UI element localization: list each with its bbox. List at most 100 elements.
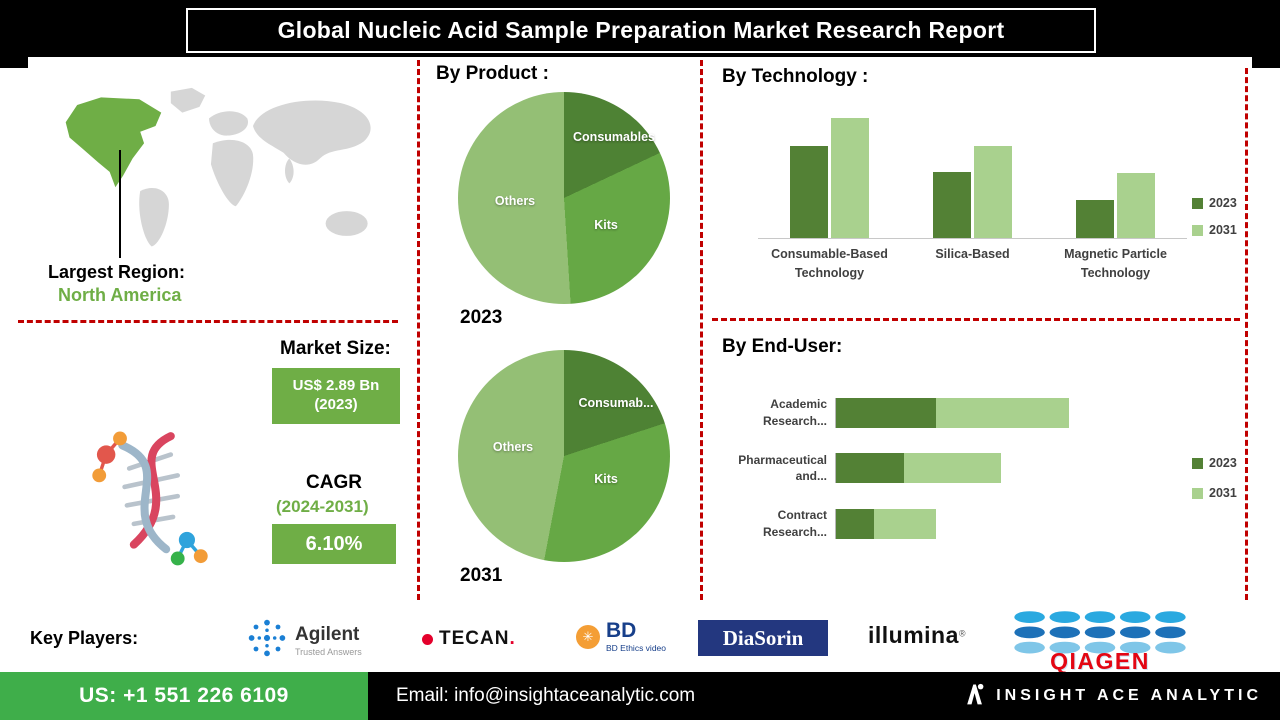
illumina-name: illumina	[868, 622, 959, 648]
hbar-segments	[835, 508, 936, 539]
hbar-2031	[874, 508, 936, 539]
legend-item-2031: 2031	[1192, 223, 1237, 237]
hbar-2031	[936, 397, 1069, 428]
hbar-category-label: Academic Research...	[762, 397, 827, 428]
brand-name: INSIGHT ACE ANALYTIC	[996, 687, 1262, 704]
bar-2023	[790, 146, 828, 238]
by-end-user-heading: By End-User:	[722, 336, 843, 357]
legend-label-2031: 2031	[1209, 486, 1237, 500]
hbar-category-label: Contract Research...	[762, 508, 827, 539]
divider-right-horizontal	[712, 318, 1240, 321]
bar-group: Silica-Based	[901, 118, 1044, 283]
hbar-segments	[835, 453, 1001, 484]
pie-chart-2031: Consumab... Kits Others	[458, 350, 670, 562]
brand-logo-icon	[962, 681, 988, 712]
cagr-label: CAGR	[306, 472, 362, 493]
tecan-name: TECAN	[439, 628, 510, 649]
diasorin-logo: DiaSorin	[698, 620, 828, 656]
pie-2023-label-kits: Kits	[594, 218, 618, 232]
end-user-legend: 2023 2031	[1192, 456, 1237, 500]
by-technology-heading: By Technology :	[722, 66, 869, 87]
agilent-tagline: Trusted Answers	[295, 647, 362, 657]
bd-logo: ✳ BD BD Ethics video	[576, 620, 666, 653]
bar-group: Consumable-Based Technology	[758, 118, 901, 283]
hbar-category-label: Pharmaceutical and...	[738, 452, 827, 484]
bar-pair	[901, 118, 1044, 239]
pie-2031-label-others: Others	[492, 440, 534, 454]
hbar-2023	[836, 397, 936, 428]
hbar-row: Pharmaceutical and...	[732, 452, 1202, 486]
bar-2031	[1117, 173, 1155, 238]
page-title: Global Nucleic Acid Sample Preparation M…	[186, 8, 1096, 53]
tecan-dot-icon	[422, 633, 433, 645]
bd-sun-icon: ✳	[576, 624, 600, 649]
world-map	[48, 84, 393, 256]
pie-2023-year-label: 2023	[460, 307, 503, 328]
pie-2031-graphic	[458, 350, 670, 562]
bar-2023	[1076, 200, 1114, 238]
divider-left-horizontal	[18, 320, 398, 323]
legend-item-2023: 2023	[1192, 196, 1237, 210]
bar-category-label: Silica-Based	[935, 247, 1010, 261]
legend-label-2023: 2023	[1209, 456, 1237, 470]
pie-2023-label-others: Others	[494, 194, 536, 208]
pie-2031-label-consumables: Consumab...	[578, 396, 654, 410]
footer-bar: Email: info@insightaceanalytic.com INSIG…	[368, 672, 1280, 720]
technology-bar-chart: Consumable-Based Technology Silica-Based M…	[758, 118, 1188, 283]
hbar-2023	[836, 453, 904, 484]
bar-2031	[974, 146, 1012, 238]
market-size-value-box: US$ 2.89 Bn (2023)	[272, 368, 400, 424]
tecan-period: .	[509, 628, 515, 649]
agilent-logo: Agilent Trusted Answers	[245, 616, 362, 665]
pie-chart-2023: Consumables Kits Others	[458, 92, 670, 304]
brand: INSIGHT ACE ANALYTIC	[962, 681, 1262, 712]
bar-pair	[758, 118, 901, 239]
dna-icon	[80, 420, 220, 570]
divider-middle-vertical	[700, 60, 703, 600]
bar-pair	[1044, 118, 1187, 239]
hbar-row: Contract Research...	[732, 507, 1202, 541]
hbar-row: Academic Research...	[732, 396, 1202, 430]
bar-category-label: Magnetic Particle Technology	[1064, 247, 1167, 280]
qiagen-name: QIAGEN	[1050, 648, 1150, 674]
by-product-heading: By Product :	[436, 63, 549, 84]
pie-2031-year-label: 2031	[460, 565, 503, 586]
qiagen-logo: QIAGEN	[1012, 610, 1188, 675]
legend-item-2023: 2023	[1192, 456, 1237, 470]
pie-2023-graphic	[458, 92, 670, 304]
divider-left-vertical	[417, 60, 420, 600]
technology-legend: 2023 2031	[1192, 196, 1237, 237]
tecan-logo: TECAN.	[422, 628, 515, 650]
cagr-period: (2024-2031)	[276, 497, 369, 516]
bar-group: Magnetic Particle Technology	[1044, 118, 1187, 283]
key-players-label: Key Players:	[30, 628, 139, 648]
legend-swatch-2023	[1192, 197, 1203, 209]
largest-region-value: North America	[58, 285, 182, 305]
legend-swatch-2031	[1192, 224, 1203, 236]
bar-2023	[933, 172, 971, 238]
pie-2023-label-consumables: Consumables	[573, 130, 655, 144]
divider-right-vertical	[1245, 68, 1248, 600]
agilent-name: Agilent	[295, 624, 360, 645]
largest-region-label: Largest Region:	[48, 262, 186, 282]
market-size-label: Market Size:	[280, 338, 391, 359]
footer-email: Email: info@insightaceanalytic.com	[396, 685, 696, 706]
end-user-bar-chart: Academic Research... Pharmaceutical and..…	[732, 396, 1202, 563]
cagr-value-box: 6.10%	[272, 524, 396, 564]
bd-caption: BD Ethics video	[606, 643, 666, 653]
bar-2031	[831, 118, 869, 238]
agilent-starburst-icon	[245, 616, 289, 665]
qiagen-ovals-icon	[1012, 610, 1188, 662]
legend-swatch-2023	[1192, 457, 1203, 469]
hbar-segments	[835, 397, 1069, 428]
legend-item-2031: 2031	[1192, 486, 1237, 500]
pie-2031-label-kits: Kits	[594, 472, 618, 486]
legend-label-2031: 2031	[1209, 223, 1237, 237]
bar-category-label: Consumable-Based Technology	[771, 247, 888, 280]
legend-swatch-2031	[1192, 487, 1203, 499]
illumina-logo: illumina®	[868, 622, 966, 649]
region-pointer-line	[119, 150, 121, 258]
hbar-2023	[836, 508, 874, 539]
illumina-reg-mark: ®	[958, 628, 966, 639]
